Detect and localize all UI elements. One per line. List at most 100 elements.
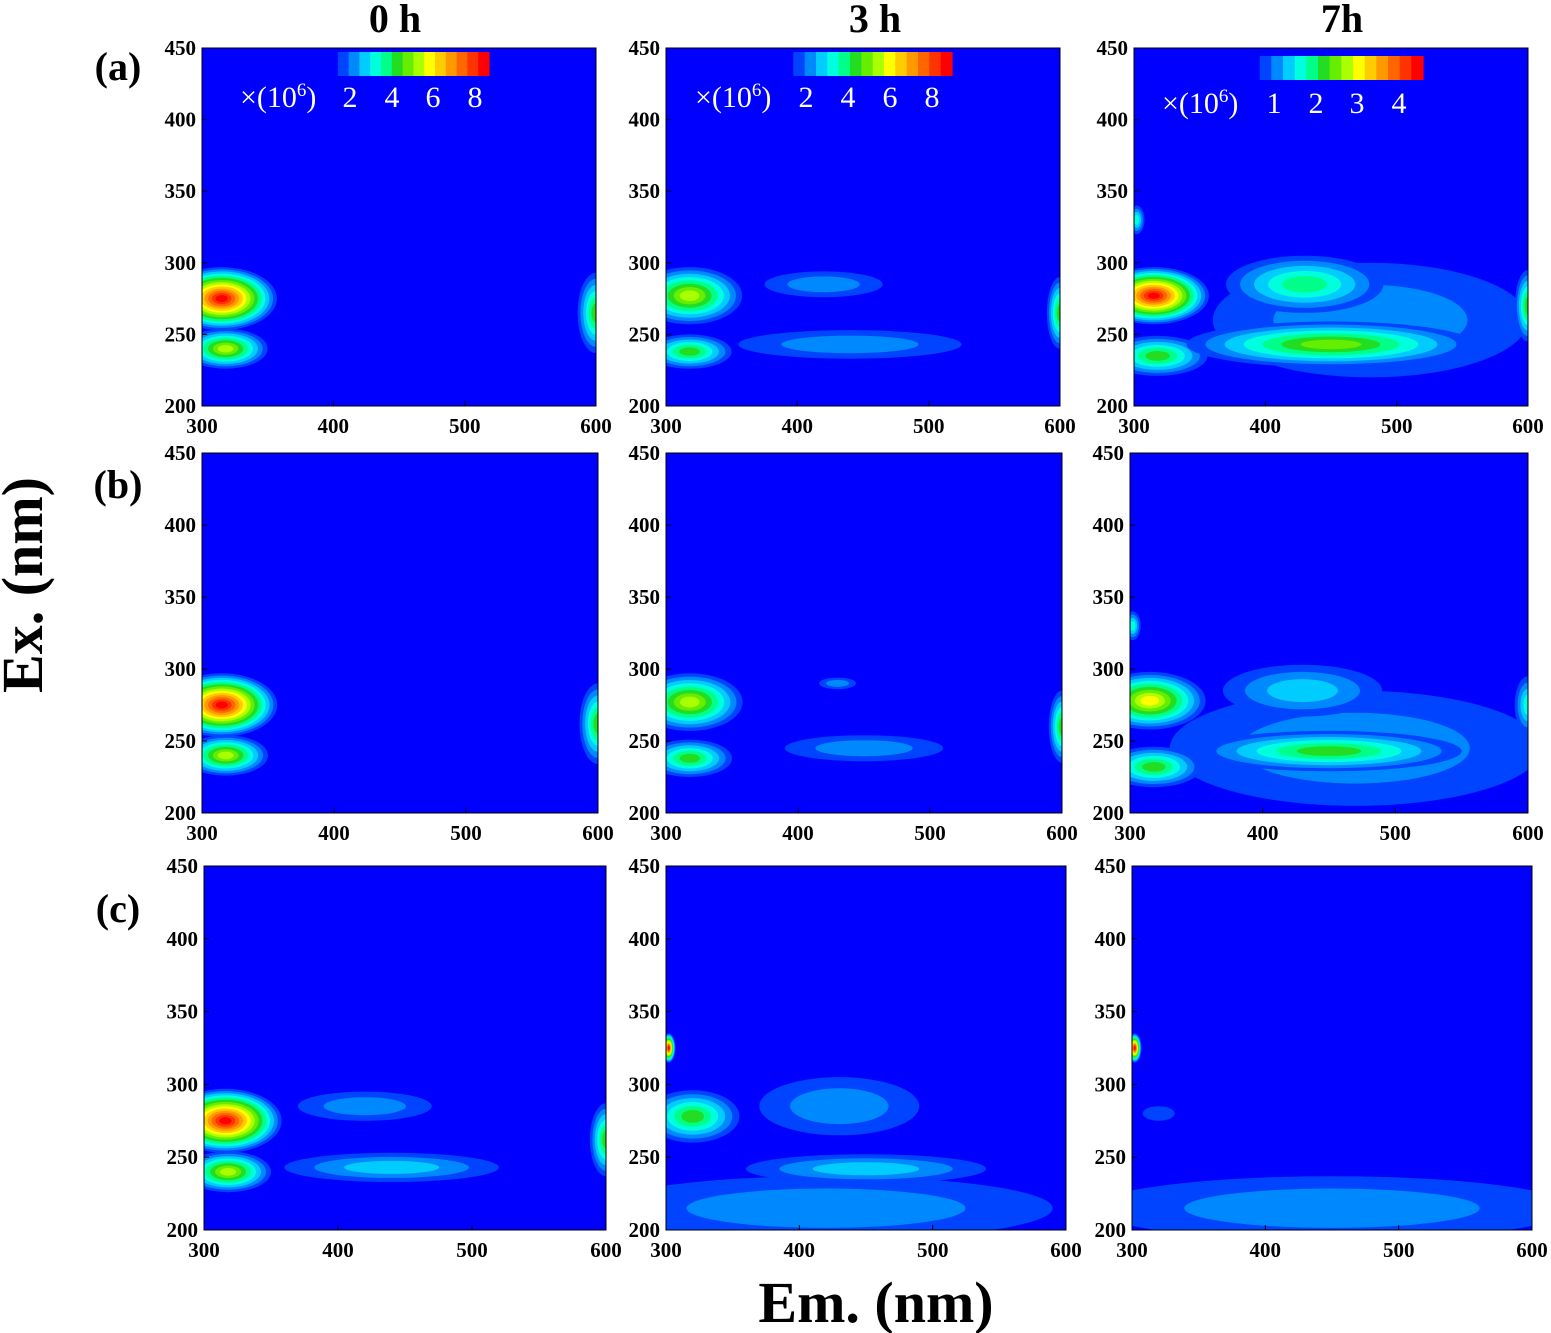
colorbar-tick-label: 4 [385, 81, 400, 114]
y-tick-label: 300 [1093, 657, 1125, 681]
x-tick-label: 600 [1044, 414, 1076, 438]
y-tick-label: 250 [1097, 322, 1129, 346]
y-tick-label: 300 [629, 1072, 661, 1096]
colorbar-swatch [793, 52, 806, 76]
y-tick-label: 350 [1097, 179, 1129, 203]
colorbar-swatch [872, 52, 885, 76]
contour-level-2-6 [1058, 717, 1062, 736]
x-tick-label: 500 [917, 1238, 949, 1262]
row-label-c: (c) [96, 886, 140, 931]
contour-level-4-6 [1142, 762, 1166, 772]
x-tick-label: 500 [1383, 1238, 1415, 1262]
contour-level-0-2 [323, 1097, 406, 1116]
y-tick-label: 200 [1097, 394, 1129, 418]
y-tick-label: 200 [629, 1218, 661, 1242]
contour-level-3-6 [679, 753, 700, 763]
x-tick-label: 500 [913, 414, 945, 438]
x-tick-label: 500 [450, 821, 482, 845]
x-tick-label: 600 [1050, 1238, 1082, 1262]
contour-level-4-14 [219, 1117, 232, 1125]
y-tick-label: 400 [629, 108, 661, 132]
contour-level-2-14 [215, 701, 228, 709]
y-tick-label: 300 [629, 251, 661, 275]
contour-level-0-2 [826, 679, 849, 687]
y-tick-label: 400 [629, 513, 661, 537]
x-axis-title: Em. (nm) [758, 1270, 993, 1333]
colorbar-tick-label: 2 [343, 81, 358, 114]
contour-level-1-8 [217, 345, 234, 353]
contour-level-4-8 [679, 290, 700, 302]
x-tick-label: 300 [650, 414, 682, 438]
x-tick-label: 400 [318, 821, 350, 845]
colorbar-tick-label: 2 [799, 81, 814, 114]
contour-level-0-2 [790, 1088, 889, 1125]
contour-level-3-4 [1130, 620, 1136, 631]
plot-frame [665, 452, 1063, 814]
x-tick-label: 300 [650, 821, 682, 845]
colorbar-swatch [413, 52, 425, 76]
y-tick-label: 300 [165, 251, 197, 275]
contour-group [1130, 611, 1528, 806]
x-tick-label: 300 [188, 1238, 220, 1262]
contour-level-2-3 [812, 1162, 920, 1176]
y-tick-label: 300 [165, 657, 197, 681]
plot-frame [1133, 47, 1529, 407]
plot-frame [203, 865, 607, 1231]
colorbar-swatch [381, 52, 393, 76]
colorbar-swatch [348, 52, 360, 76]
x-tick-label: 500 [449, 414, 481, 438]
colorbar-swatch [445, 52, 458, 76]
plot-background [202, 453, 598, 813]
x-tick-label: 500 [1381, 414, 1413, 438]
x-tick-label: 300 [1114, 821, 1146, 845]
colorbar-tick-label: 2 [1309, 87, 1324, 120]
x-tick-label: 400 [782, 821, 814, 845]
x-tick-label: 300 [186, 414, 218, 438]
y-tick-label: 450 [1093, 441, 1125, 465]
contour-group [1134, 205, 1528, 378]
colorbar-swatch [1306, 56, 1319, 80]
colorbar-swatch [1248, 56, 1261, 80]
colorbar-swatch [424, 52, 436, 76]
plot-frame [665, 47, 1061, 407]
colorbar-swatch [337, 52, 350, 76]
y-tick-label: 450 [629, 36, 661, 60]
colorbar-tick-label: 4 [1392, 87, 1407, 120]
x-tick-label: 600 [582, 821, 614, 845]
x-tick-label: 400 [1250, 414, 1282, 438]
x-tick-label: 300 [1116, 1238, 1148, 1262]
colorbar-swatch [1353, 56, 1366, 80]
contour-level-1-3 [1267, 679, 1338, 703]
contour-level-3-8 [220, 1168, 237, 1176]
colorbar-swatch [370, 52, 382, 76]
row-label-b: (b) [94, 462, 143, 507]
y-tick-label: 450 [167, 854, 199, 878]
plot-frame [1129, 452, 1529, 814]
contour-level-3-6 [1524, 297, 1528, 315]
colorbar-swatch [782, 52, 794, 76]
colorbar-swatch [906, 52, 919, 76]
y-tick-label: 200 [165, 394, 197, 418]
contour-level-0-6 [593, 713, 598, 734]
colorbar-swatch [850, 52, 862, 76]
colorbar-tick-label: 6 [426, 81, 441, 114]
y-tick-label: 200 [167, 1218, 199, 1242]
plot-frame [201, 47, 597, 407]
colorbar-swatch [1259, 56, 1272, 80]
x-tick-label: 600 [580, 414, 612, 438]
x-tick-label: 400 [784, 1238, 816, 1262]
y-tick-label: 450 [1097, 36, 1129, 60]
row-label-a: (a) [95, 44, 142, 89]
y-tick-label: 250 [629, 322, 661, 346]
x-tick-label: 400 [322, 1238, 354, 1262]
contour-level-1-4 [1134, 214, 1140, 225]
y-tick-label: 350 [165, 179, 197, 203]
contour-level-3-6 [1056, 304, 1060, 322]
colorbar-swatch [827, 52, 840, 76]
colorbar-swatch [359, 52, 371, 76]
colorbar-swatch [884, 52, 896, 76]
x-tick-label: 500 [914, 821, 946, 845]
contour-level-2-14 [1134, 1046, 1136, 1050]
y-tick-label: 250 [167, 1145, 199, 1169]
